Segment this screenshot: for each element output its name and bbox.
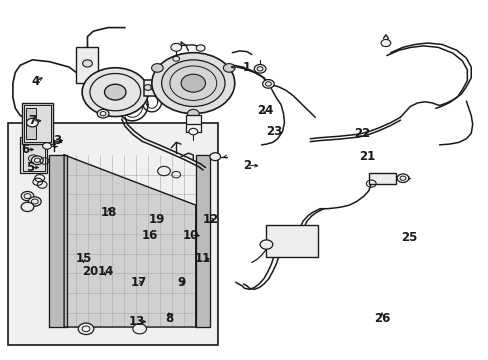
Circle shape <box>188 129 197 135</box>
Bar <box>21 103 53 144</box>
Circle shape <box>158 166 170 176</box>
Text: 18: 18 <box>101 206 117 219</box>
Circle shape <box>42 143 51 149</box>
Circle shape <box>181 74 205 92</box>
Text: 17: 17 <box>130 276 146 289</box>
Circle shape <box>152 53 234 114</box>
Text: 9: 9 <box>177 276 185 289</box>
Text: 19: 19 <box>148 213 164 226</box>
Text: 7: 7 <box>28 114 37 127</box>
Bar <box>26 108 36 139</box>
Circle shape <box>209 153 220 161</box>
Circle shape <box>31 156 43 165</box>
Circle shape <box>254 64 265 73</box>
Text: 12: 12 <box>202 213 218 226</box>
Bar <box>22 139 44 171</box>
Circle shape <box>260 240 272 249</box>
Text: 10: 10 <box>183 229 199 242</box>
Circle shape <box>187 109 199 118</box>
Circle shape <box>380 40 390 46</box>
Bar <box>76 47 98 83</box>
Polygon shape <box>195 155 210 327</box>
Circle shape <box>158 85 165 90</box>
Circle shape <box>82 68 148 117</box>
Text: 16: 16 <box>141 229 157 242</box>
Circle shape <box>161 60 224 107</box>
Bar <box>143 80 168 96</box>
Polygon shape <box>49 155 66 327</box>
Circle shape <box>144 85 152 90</box>
Text: 24: 24 <box>256 104 273 117</box>
Circle shape <box>26 118 38 127</box>
Text: 14: 14 <box>97 265 114 278</box>
Text: 21: 21 <box>359 150 375 163</box>
Text: 22: 22 <box>354 127 370 140</box>
Polygon shape <box>64 155 195 327</box>
Text: 3: 3 <box>53 134 61 147</box>
Bar <box>185 116 200 125</box>
Text: 4: 4 <box>32 75 40 88</box>
Circle shape <box>28 197 41 206</box>
Circle shape <box>97 109 109 118</box>
Text: 23: 23 <box>266 125 282 138</box>
Text: 1: 1 <box>243 60 250 73</box>
Circle shape <box>170 43 181 51</box>
Text: 20: 20 <box>81 265 98 278</box>
Text: 5: 5 <box>26 161 34 174</box>
Circle shape <box>78 323 94 334</box>
Text: 26: 26 <box>373 311 389 325</box>
Bar <box>24 105 51 142</box>
Circle shape <box>262 80 274 88</box>
Circle shape <box>396 174 408 183</box>
Bar <box>368 173 395 184</box>
Circle shape <box>104 84 126 100</box>
Text: 15: 15 <box>75 252 92 265</box>
Circle shape <box>151 64 163 72</box>
Circle shape <box>82 60 92 67</box>
Text: 11: 11 <box>195 252 211 265</box>
Bar <box>20 137 47 173</box>
Text: 13: 13 <box>129 315 145 328</box>
Circle shape <box>133 324 146 334</box>
Circle shape <box>223 64 235 72</box>
Text: 25: 25 <box>400 231 417 244</box>
Text: 8: 8 <box>164 311 173 325</box>
Text: 6: 6 <box>21 143 29 156</box>
Bar <box>9 124 216 344</box>
Circle shape <box>21 192 34 201</box>
Circle shape <box>196 45 204 51</box>
Circle shape <box>151 85 158 90</box>
Text: 2: 2 <box>243 159 250 172</box>
Circle shape <box>21 202 34 212</box>
Bar <box>8 123 217 345</box>
Bar <box>266 225 317 257</box>
